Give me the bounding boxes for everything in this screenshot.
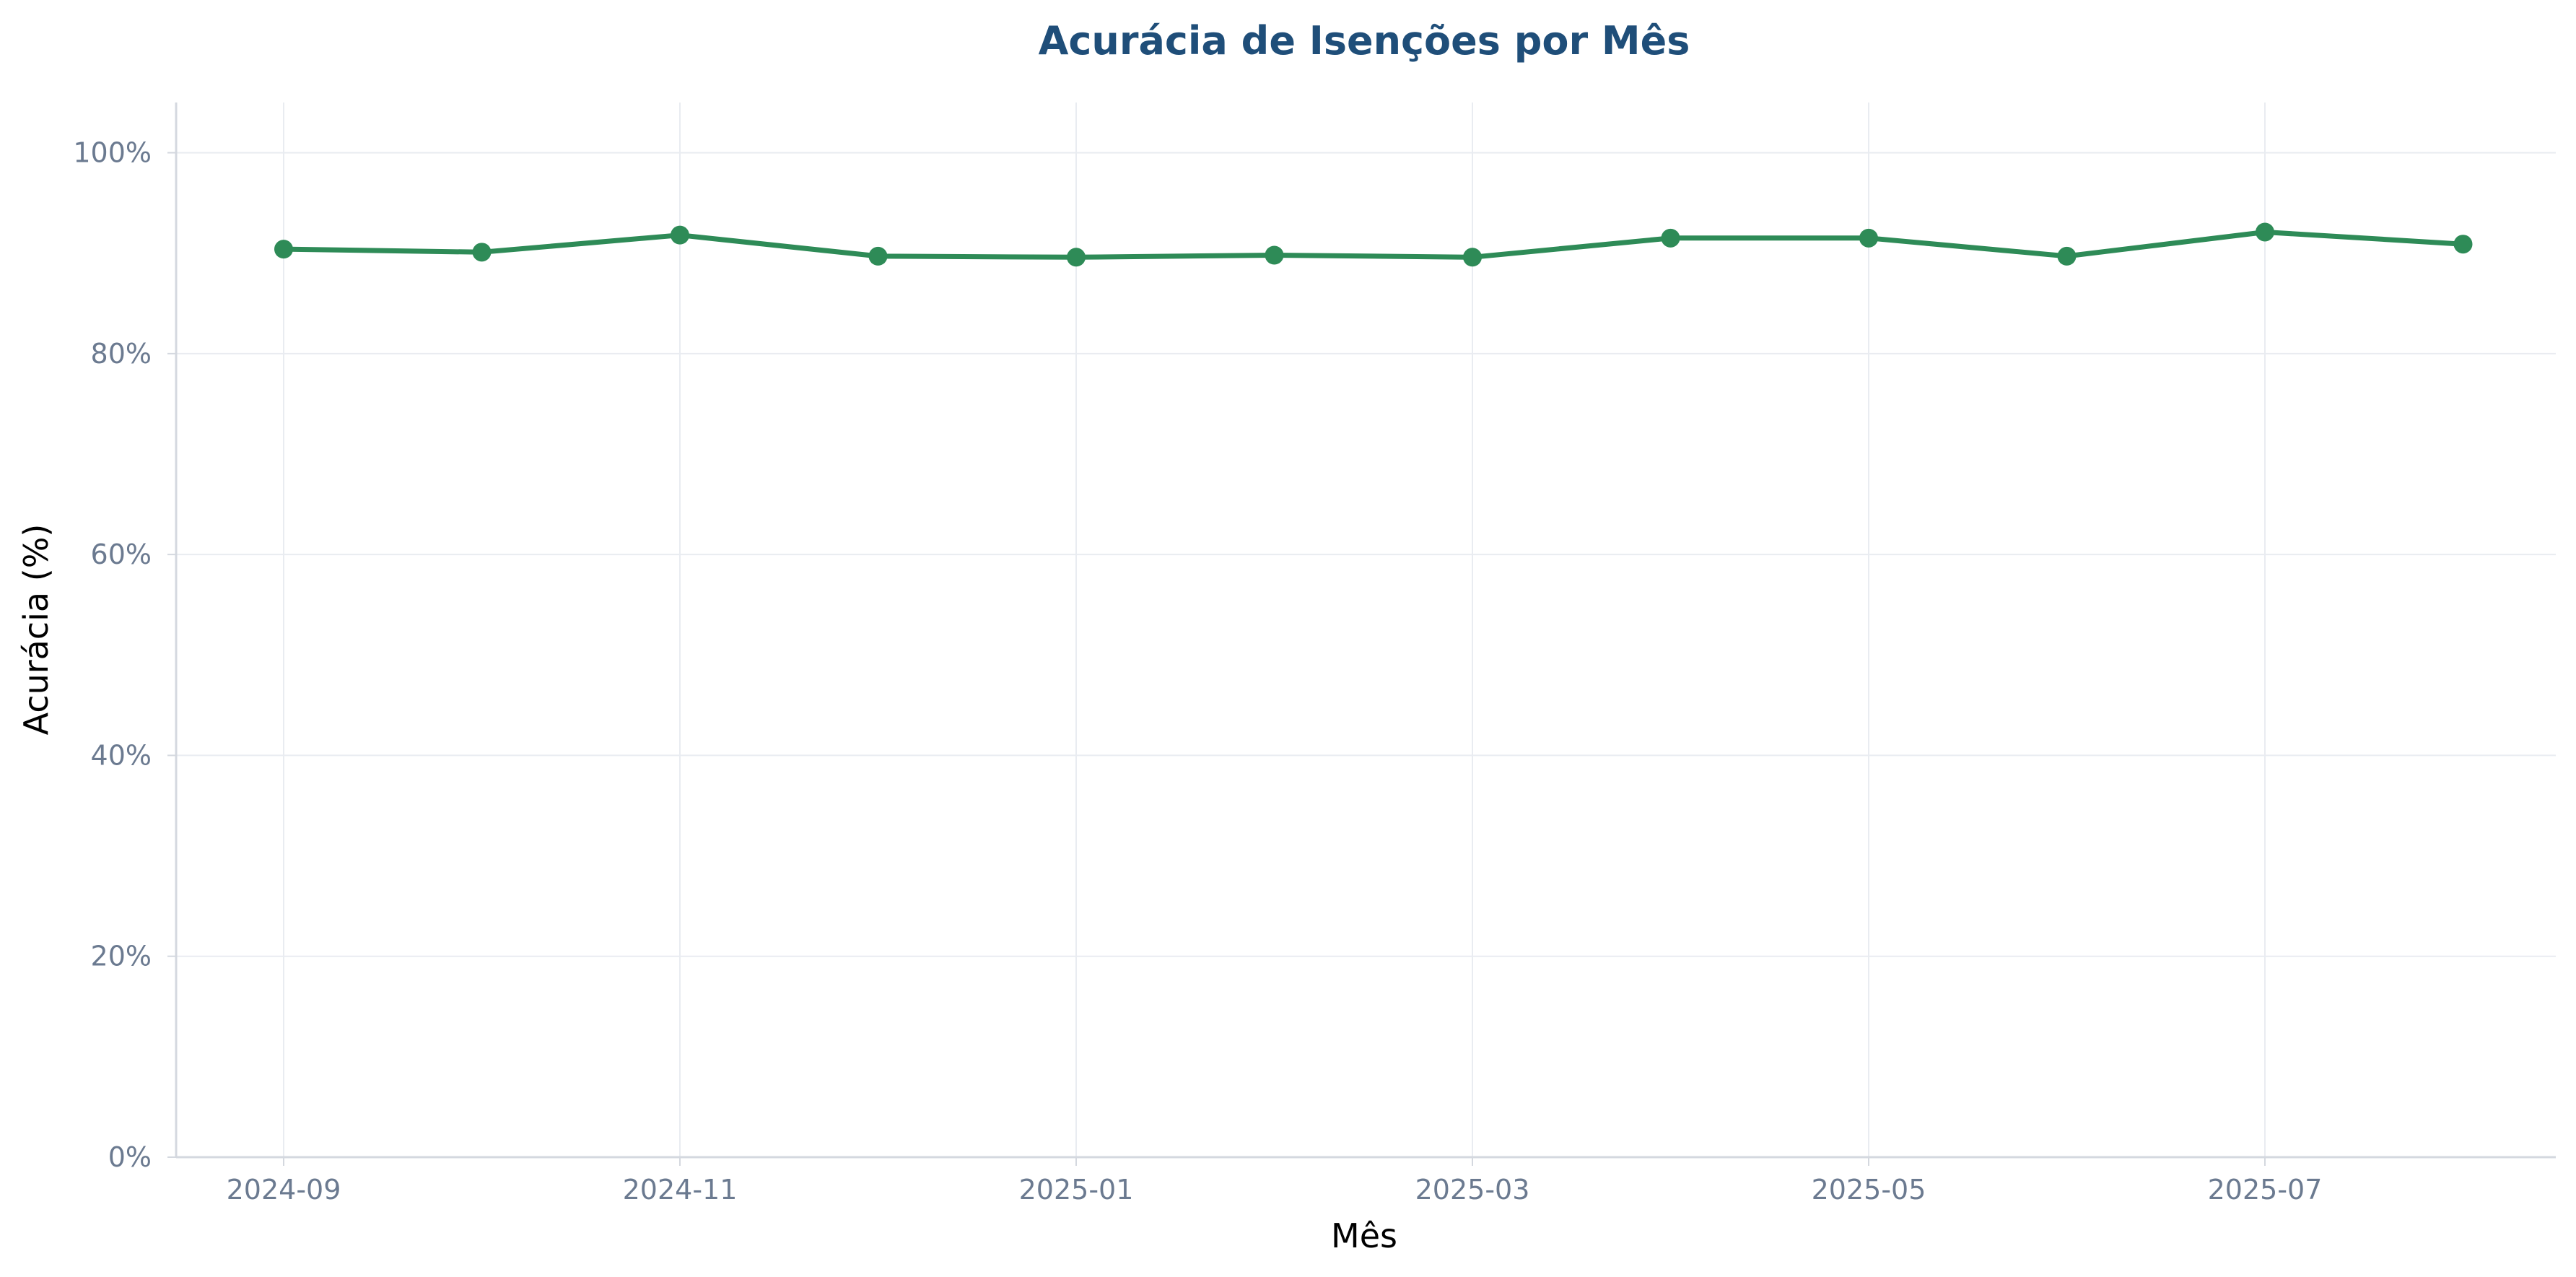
data-point [1661,228,1680,248]
y-tick-label: 0% [108,1141,152,1173]
x-tick-label: 2024-09 [227,1174,341,1206]
series-line [281,230,2466,260]
y-axis-label: Acurácia (%) [17,524,56,736]
data-point [671,225,689,245]
x-axis-ticks: 2024-09 2024-11 2025-01 2025-03 2025-05 2025-… [227,1157,2323,1206]
data-points [274,222,2473,267]
data-point [1463,248,1482,267]
y-gridlines [176,152,2556,1158]
y-tick-label: 60% [91,539,152,570]
x-gridlines [283,103,2266,1157]
data-point [1265,245,1284,265]
data-point [1859,228,1878,248]
data-point [1067,248,1086,267]
x-tick-label: 2025-05 [1812,1174,1926,1206]
y-tick-label: 80% [91,338,152,370]
x-tick-label: 2025-07 [2208,1174,2323,1206]
y-tick-label: 20% [91,941,152,972]
data-point [2256,222,2274,242]
data-point [2453,235,2473,254]
x-tick-label: 2025-01 [1019,1174,1134,1206]
data-point [472,243,492,262]
data-point [274,240,293,259]
y-tick-label: 100% [73,137,152,169]
x-axis-label: Mês [1331,1216,1397,1255]
x-tick-label: 2024-11 [623,1174,738,1206]
data-point [2057,246,2077,266]
x-tick-label: 2025-03 [1415,1174,1530,1206]
data-point [868,246,888,266]
chart-title: Acurácia de Isenções por Mês [1039,18,1690,64]
y-axis-ticks: 0% 20% 40% 60% 80% 100% [73,137,176,1173]
y-tick-label: 40% [91,739,152,771]
